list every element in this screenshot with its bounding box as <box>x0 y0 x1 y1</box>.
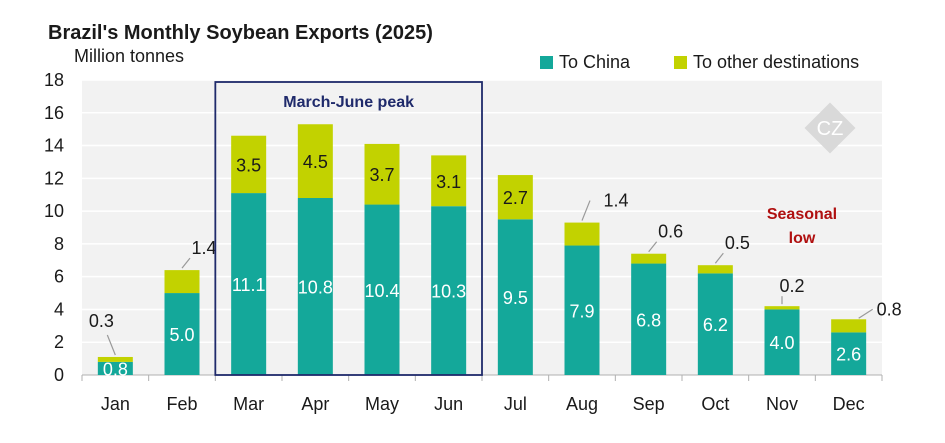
data-label-china: 9.5 <box>503 288 528 308</box>
bar-other <box>364 143 400 205</box>
bar-china <box>631 263 667 375</box>
y-tick-label: 6 <box>54 267 64 287</box>
seasonal-low-label-line1: Seasonal <box>767 206 837 223</box>
bar-other <box>97 356 133 362</box>
bar-china <box>97 361 133 375</box>
bar-other <box>231 135 267 194</box>
bar-other <box>297 124 333 198</box>
y-tick-label: 4 <box>54 299 64 319</box>
bar-other <box>164 270 200 294</box>
bar-china <box>831 332 867 375</box>
bar-china <box>164 293 200 375</box>
chart-title: Brazil's Monthly Soybean Exports (2025) <box>48 22 433 44</box>
bar-other <box>631 253 667 264</box>
callout-line <box>858 308 873 319</box>
bar-other <box>431 155 467 207</box>
x-tick-label: Mar <box>233 394 264 414</box>
x-tick-label: Apr <box>301 394 329 414</box>
data-label-other: 0.8 <box>877 299 902 319</box>
bar-other <box>831 319 867 333</box>
peak-box-label: March-June peak <box>283 94 414 111</box>
bar-china <box>364 204 400 375</box>
x-tick-label: Jul <box>504 394 527 414</box>
logo-diamond <box>804 102 856 154</box>
data-label-other: 2.7 <box>503 188 528 208</box>
peak-box <box>214 81 483 376</box>
x-tick-label: Jun <box>434 394 463 414</box>
data-label-other: 1.4 <box>603 191 628 211</box>
data-label-other: 3.5 <box>236 155 261 175</box>
callout-line <box>648 241 658 253</box>
bar-other <box>497 175 533 220</box>
data-label-other: 0.5 <box>725 233 750 253</box>
data-label-china: 10.4 <box>364 281 399 301</box>
y-tick-label: 10 <box>44 201 64 221</box>
data-label-china: 0.8 <box>103 359 128 379</box>
data-label-china: 4.0 <box>769 333 794 353</box>
bar-china <box>764 309 800 375</box>
x-tick-label: Nov <box>766 394 798 414</box>
bar-other <box>764 306 800 310</box>
bar-china <box>431 206 467 375</box>
legend-swatch-other <box>674 56 687 69</box>
legend-label-china: To China <box>559 52 631 72</box>
x-tick-label: Aug <box>566 394 598 414</box>
x-tick-label: May <box>365 394 399 414</box>
y-tick-label: 16 <box>44 103 64 123</box>
data-label-other: 0.2 <box>779 276 804 296</box>
bar-other <box>697 265 733 274</box>
data-label-china: 7.9 <box>569 301 594 321</box>
data-label-china: 11.1 <box>232 275 266 295</box>
x-tick-label: Feb <box>166 394 197 414</box>
callout-line <box>106 334 116 356</box>
bar-china <box>231 193 267 375</box>
y-tick-label: 18 <box>44 70 64 90</box>
y-tick-label: 12 <box>44 168 64 188</box>
data-label-other: 3.1 <box>436 172 461 192</box>
data-label-other: 0.3 <box>89 311 114 331</box>
data-label-china: 2.6 <box>836 345 861 365</box>
bar-china <box>297 198 333 375</box>
data-label-china: 6.8 <box>636 310 661 330</box>
bar-china <box>564 245 600 375</box>
legend-item-other: To other destinations <box>674 52 859 73</box>
y-axis-label: Million tonnes <box>74 46 185 66</box>
seasonal-low-label-line2: low <box>789 230 816 247</box>
data-label-china: 10.8 <box>298 278 333 298</box>
callout-line <box>181 257 191 269</box>
data-label-other: 4.5 <box>303 152 328 172</box>
callout-line <box>714 252 724 264</box>
data-label-other: 1.4 <box>191 238 216 258</box>
y-tick-label: 14 <box>44 136 64 156</box>
x-tick-label: Sep <box>633 394 665 414</box>
bar-other <box>564 222 600 246</box>
data-label-china: 5.0 <box>169 325 194 345</box>
y-tick-label: 2 <box>54 332 64 352</box>
logo-mark: CZ <box>817 118 844 140</box>
y-tick-label: 0 <box>54 365 64 385</box>
legend-swatch-china <box>540 56 553 69</box>
legend-item-china: To China <box>540 52 630 73</box>
data-label-other: 3.7 <box>369 165 394 185</box>
callout-line <box>581 200 591 221</box>
x-tick-label: Oct <box>701 394 729 414</box>
logo-watermark: CZ <box>804 102 856 154</box>
data-label-china: 6.2 <box>703 315 728 335</box>
x-tick-label: Jan <box>101 394 130 414</box>
x-tick-label: Dec <box>833 394 865 414</box>
legend-label-other: To other destinations <box>693 52 860 72</box>
bar-china <box>497 219 533 375</box>
data-label-other: 0.6 <box>658 222 683 242</box>
data-label-china: 10.3 <box>431 282 466 302</box>
y-tick-label: 8 <box>54 234 64 254</box>
bar-china <box>697 273 733 375</box>
